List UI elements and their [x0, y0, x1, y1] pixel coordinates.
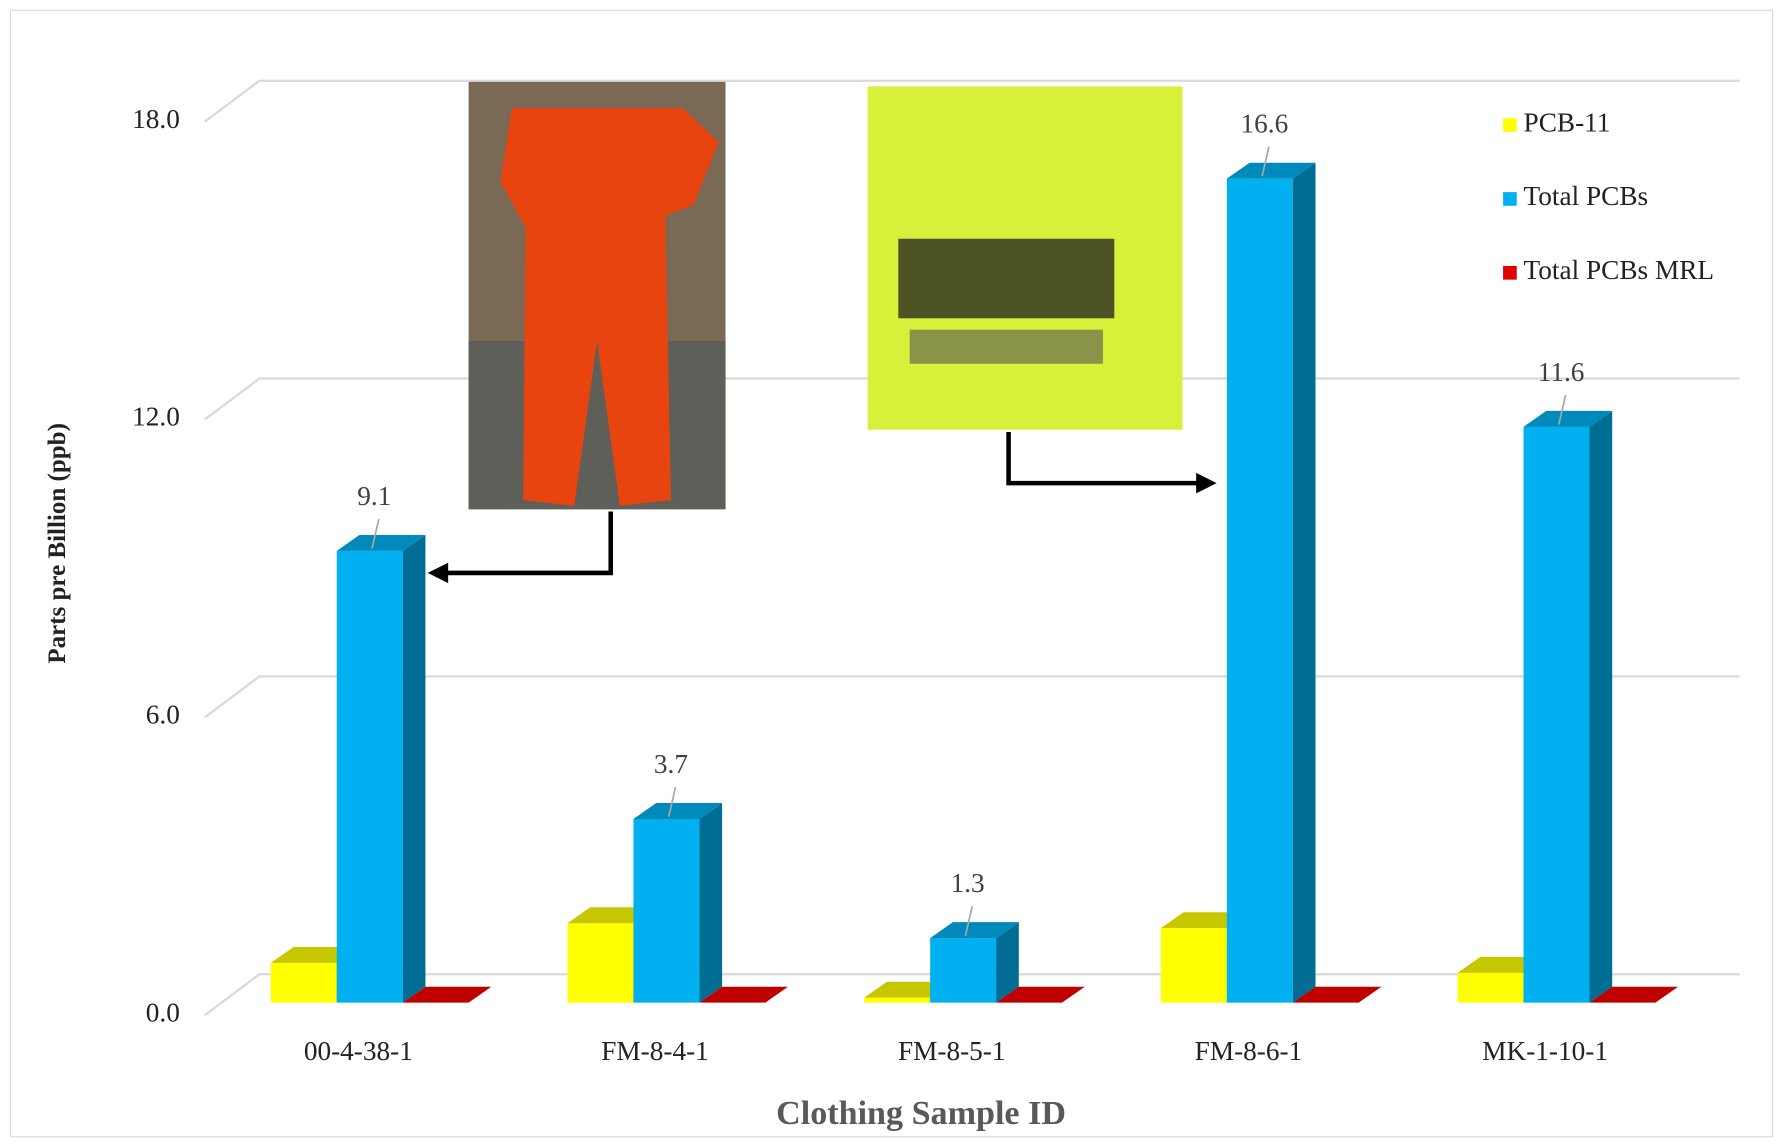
shirt-photo [867, 86, 1183, 430]
y-tick-label: 6.0 [146, 700, 180, 730]
legend-label: PCB-11 [1524, 107, 1611, 137]
bar-front [930, 938, 997, 1003]
y-axis-title: Parts pre Billion (ppb) [44, 423, 71, 664]
bar-side [402, 535, 426, 1003]
data-label: 1.3 [951, 868, 985, 898]
bar-front [567, 923, 634, 1003]
x-tick-label: FM-8-6-1 [1195, 1036, 1303, 1066]
bar [1589, 986, 1679, 1003]
leader-line [964, 906, 974, 937]
bar [699, 986, 789, 1003]
bar-front [864, 997, 931, 1003]
data-label: 3.7 [654, 749, 688, 779]
x-axis-title: Clothing Sample ID [776, 1095, 1066, 1132]
bar [1292, 986, 1382, 1003]
bar [402, 986, 492, 1003]
bar [996, 986, 1085, 1003]
bar-side [1589, 410, 1613, 1003]
bar-side [996, 922, 1019, 1003]
bar [336, 535, 426, 1003]
plot: 0.0 6.0 12.0 18.0 00-4-38-1 9.1 FM-8-4-1 3.7 FM-… [132, 79, 1740, 1066]
bar-top [402, 986, 492, 1003]
bar [633, 803, 723, 1003]
bar-front [1523, 426, 1590, 1003]
bar [1523, 410, 1613, 1003]
bar-top [1589, 986, 1679, 1003]
bar-top [1523, 410, 1613, 427]
x-tick-label: FM-8-4-1 [601, 1036, 709, 1066]
legend-swatch [1503, 118, 1517, 132]
bar-top [699, 986, 789, 1003]
bar-top [633, 803, 723, 819]
legend-swatch [1503, 192, 1517, 206]
bar-top [930, 922, 1019, 939]
bar [567, 907, 657, 1003]
arrowhead [1196, 472, 1217, 494]
legend-label: Total PCBs [1524, 181, 1649, 211]
data-label: 11.6 [1538, 357, 1585, 387]
legend-swatch [1503, 266, 1517, 280]
bar-front [633, 818, 700, 1003]
legend-label: Total PCBs MRL [1524, 255, 1715, 285]
y-tick-label: 12.0 [132, 402, 180, 432]
data-label: 16.6 [1241, 109, 1289, 139]
bar-front [270, 962, 337, 1003]
bar-top [996, 986, 1085, 1003]
coverall-photo [468, 81, 726, 510]
bar [930, 922, 1019, 1003]
leader-line [1557, 394, 1567, 425]
bar-side [1292, 162, 1316, 1003]
bar-front [336, 550, 403, 1003]
bar-side [699, 803, 723, 1003]
leader-line [371, 518, 380, 549]
bar-top [1292, 986, 1382, 1003]
arrow [443, 431, 1200, 576]
y-tick-label: 0.0 [146, 997, 180, 1027]
bar-top [336, 535, 426, 551]
leader-line [667, 786, 677, 817]
x-tick-label: 00-4-38-1 [304, 1036, 413, 1066]
bar-front [1457, 972, 1524, 1003]
bar-front [1226, 178, 1293, 1003]
grid-line [204, 79, 1740, 123]
leader-line [1261, 146, 1270, 177]
bar-top [1226, 162, 1316, 179]
bar-front [1160, 928, 1227, 1003]
y-tick-label: 18.0 [132, 104, 180, 134]
arrowhead [427, 562, 449, 584]
x-tick-label: MK-1-10-1 [1482, 1036, 1608, 1066]
data-label: 9.1 [357, 481, 391, 511]
bar [1226, 162, 1316, 1003]
x-tick-label: FM-8-5-1 [898, 1036, 1006, 1066]
